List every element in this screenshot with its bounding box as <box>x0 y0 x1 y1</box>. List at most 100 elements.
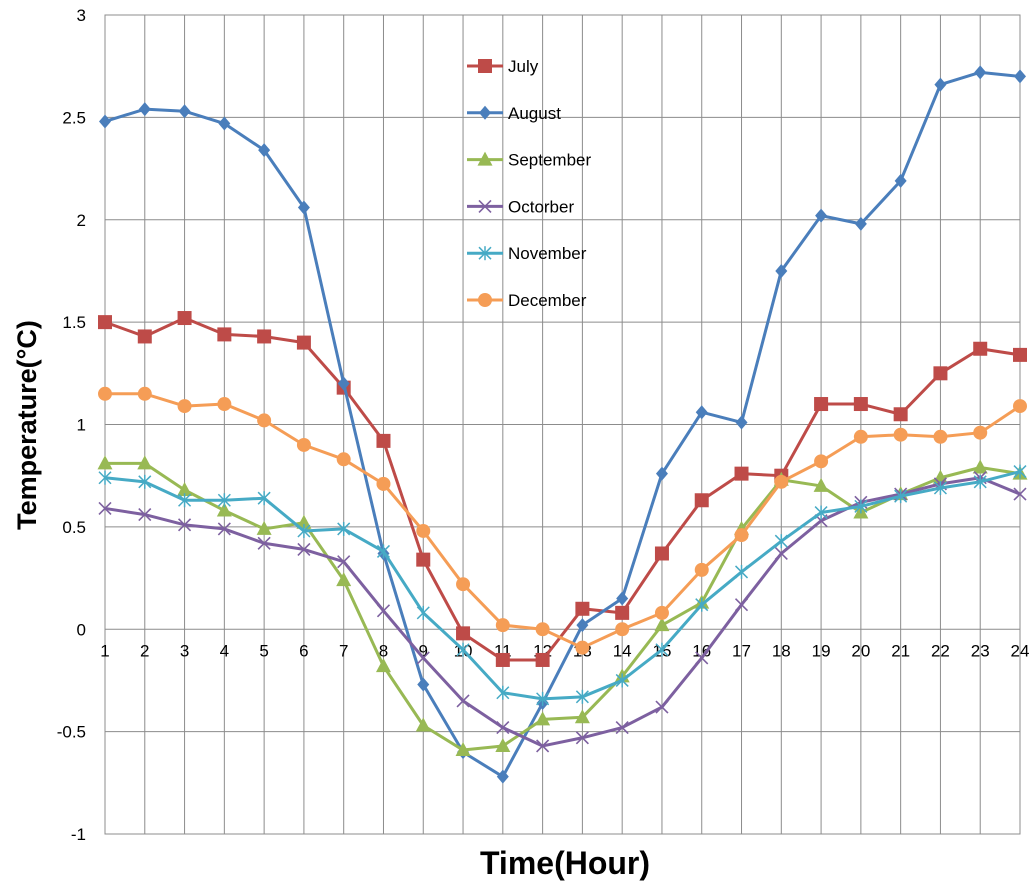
data-point <box>616 591 629 606</box>
data-point <box>815 208 828 223</box>
marker-stroke <box>217 522 231 536</box>
data-point <box>257 491 271 506</box>
data-point <box>535 711 551 726</box>
x-tick-label: 1 <box>100 641 109 660</box>
legend-label: November <box>508 244 587 263</box>
grid-lines <box>104 14 1021 835</box>
data-point <box>97 455 113 470</box>
marker-stroke <box>734 598 749 612</box>
data-point <box>296 335 311 350</box>
data-point <box>576 618 589 633</box>
data-point <box>814 397 829 412</box>
data-point <box>337 555 351 569</box>
data-point <box>495 618 510 633</box>
x-tick-label: 5 <box>259 641 268 660</box>
data-point <box>654 546 669 561</box>
marker-stroke <box>695 651 709 665</box>
data-point <box>535 652 550 667</box>
data-point <box>455 742 471 757</box>
marker-stroke <box>478 199 492 213</box>
y-tick-label: 2 <box>77 211 86 230</box>
data-point <box>178 493 192 508</box>
data-point <box>973 341 988 356</box>
data-point <box>854 216 867 231</box>
data-point <box>695 405 708 420</box>
data-point <box>654 617 670 632</box>
legend-item: December <box>467 291 587 310</box>
data-point <box>574 709 590 724</box>
data-point <box>177 399 192 414</box>
marker-stroke <box>376 604 391 618</box>
data-point <box>218 116 231 131</box>
x-tick-label: 3 <box>180 641 189 660</box>
marker-stroke <box>1013 487 1027 501</box>
data-point <box>98 501 112 516</box>
data-point <box>456 694 470 708</box>
y-tick-label: 0 <box>77 620 86 639</box>
data-point <box>297 200 310 215</box>
y-tick-label: 3 <box>77 6 86 25</box>
data-point <box>138 102 151 117</box>
y-tick-label: -0.5 <box>57 723 86 742</box>
data-point <box>415 717 431 732</box>
data-point <box>735 415 748 430</box>
data-point <box>694 493 709 508</box>
data-point <box>893 407 908 422</box>
y-axis-title: Temperature(°C) <box>12 320 42 530</box>
data-point <box>296 437 311 452</box>
data-point <box>217 397 232 412</box>
data-point <box>375 658 391 673</box>
data-point <box>217 493 231 508</box>
marker-stroke <box>337 555 351 569</box>
series-octorber <box>98 471 1027 753</box>
data-point <box>137 329 152 344</box>
legend-item: August <box>467 104 561 123</box>
data-point <box>695 651 709 665</box>
data-point <box>1014 69 1026 84</box>
data-point <box>257 413 272 428</box>
data-point <box>615 720 629 735</box>
data-point <box>337 376 350 391</box>
data-point <box>973 425 988 440</box>
data-point <box>417 677 430 692</box>
data-point <box>853 397 868 412</box>
data-point <box>495 652 510 667</box>
data-point <box>535 622 550 637</box>
marker-stroke <box>536 739 550 753</box>
data-point <box>258 143 271 158</box>
data-point <box>177 311 192 326</box>
data-point <box>495 737 511 752</box>
data-point <box>854 499 868 514</box>
legend-item: July <box>467 57 539 76</box>
data-point <box>893 427 908 442</box>
data-point <box>1013 399 1027 414</box>
marker-stroke <box>575 731 589 745</box>
data-point <box>1013 464 1027 479</box>
marker-stroke <box>177 518 192 532</box>
marker-stroke <box>138 508 152 522</box>
marker-stroke <box>416 651 430 665</box>
data-point <box>734 564 749 579</box>
data-point <box>575 731 589 745</box>
plot-border <box>104 14 1021 835</box>
marker-stroke <box>297 542 311 556</box>
data-point <box>496 685 510 700</box>
data-point <box>894 173 907 188</box>
marker-stroke <box>98 501 112 516</box>
legend-marker <box>478 246 492 261</box>
x-tick-label: 17 <box>732 641 751 660</box>
x-tick-label: 9 <box>419 641 428 660</box>
marker-stroke <box>257 536 271 550</box>
data-point <box>536 691 550 706</box>
data-point <box>216 502 232 517</box>
legend-marker <box>478 293 492 307</box>
marker-stroke <box>496 720 510 735</box>
series-line <box>104 470 1021 701</box>
data-point <box>813 477 829 492</box>
data-point <box>376 476 391 491</box>
x-tick-label: 16 <box>692 641 711 660</box>
data-point <box>416 523 431 538</box>
data-point <box>297 542 311 556</box>
series-line <box>104 316 1021 662</box>
data-point <box>98 470 112 485</box>
